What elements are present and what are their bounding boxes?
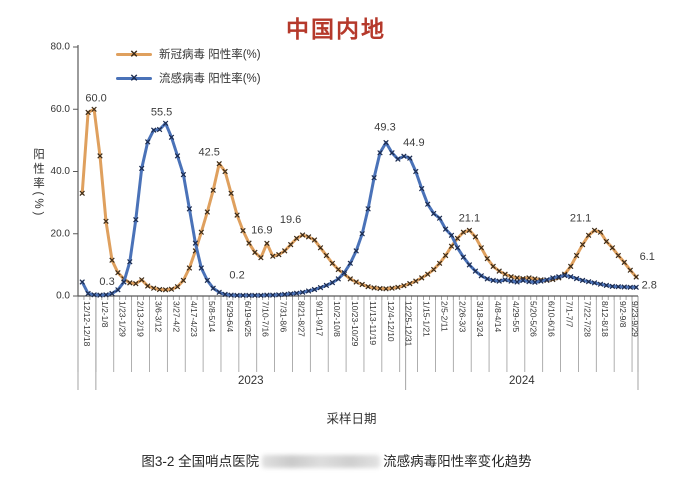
legend-label-flu: 流感病毒 阳性率(%): [159, 73, 261, 85]
x-tick-label: 2/26-3/3: [457, 301, 467, 332]
x-tick-label: 5/29-6/4: [225, 301, 235, 332]
x-tick-label: 9/2-9/8: [618, 301, 628, 328]
caption-suffix: 流感病毒阳性率变化趋势: [383, 454, 532, 469]
data-label: 2.8: [642, 279, 657, 291]
x-tick-label: 7/31-8/6: [279, 301, 289, 332]
flu-line-swatch: ×: [116, 71, 152, 84]
x-tick-label: 4/17-4/23: [189, 301, 199, 337]
x-tick-label: 7/1-7/7: [564, 301, 574, 328]
x-tick-label: 7/10-7/16: [261, 301, 271, 337]
x-tick-label: 3/6-3/12: [153, 301, 163, 332]
data-label: 55.5: [151, 106, 172, 118]
y-tick-label: 80.0: [51, 42, 71, 53]
y-tick-label: 60.0: [51, 104, 71, 115]
data-label: 60.0: [85, 92, 106, 104]
data-label: 21.1: [459, 212, 480, 224]
year-label: 2023: [238, 375, 264, 387]
data-label: 0.3: [99, 276, 114, 288]
data-label: 19.6: [280, 214, 301, 226]
data-label: 16.9: [251, 224, 272, 236]
data-label: 21.1: [570, 212, 591, 224]
x-tick-label: 10/23-10/29: [350, 301, 360, 347]
x-tick-label: 4/29-5/5: [511, 301, 521, 332]
figure-caption: 图3-2 全国哨点医院 流感病毒阳性率变化趋势: [0, 450, 673, 470]
y-tick-label: 20.0: [51, 228, 71, 239]
x-tick-label: 8/21-8/27: [296, 301, 306, 337]
flu-markers: [79, 120, 639, 299]
x-tick-label: 12/4-12/10: [386, 301, 396, 342]
x-tick-label: 12/12-12/18: [82, 301, 92, 347]
x-tick-label: 1/15-1/21: [422, 301, 432, 337]
x-axis-title: 采样日期: [326, 412, 377, 426]
covid-line-swatch: ×: [116, 47, 152, 60]
x-tick-label: 10/2-10/8: [332, 301, 342, 337]
caption-prefix: 图3-2 全国哨点医院: [141, 454, 260, 469]
x-tick-label: 11/13-11/19: [368, 301, 378, 345]
flu-positivity-line: [80, 121, 638, 297]
legend-label-covid: 新冠病毒 阳性率(%): [159, 49, 261, 61]
data-label: 6.1: [640, 251, 655, 263]
x-tick-label: 9/23-9/29: [630, 301, 640, 337]
data-label: 42.5: [198, 147, 219, 159]
x-tick-label: 4/8-4/14: [493, 301, 503, 332]
data-label: 44.9: [403, 137, 424, 149]
legend-item-covid: × 新冠病毒 阳性率(%): [116, 42, 261, 66]
x-tick-label: 12/25-12/31: [404, 301, 414, 347]
x-tick-label: 3/18-3/24: [475, 301, 485, 337]
x-tick-label: 1/23-1/29: [118, 301, 128, 337]
x-tick-label: 3/27-4/2: [171, 301, 181, 332]
data-label: 49.3: [374, 122, 395, 134]
x-marker-icon: ×: [130, 69, 138, 85]
x-tick-label: 8/12-8/18: [600, 301, 610, 337]
x-tick-label: 7/22-7/28: [582, 301, 592, 337]
x-tick-label: 2/13-2/19: [136, 301, 146, 337]
x-marker-icon: ×: [130, 45, 138, 61]
x-tick-label: 2/5-2/11: [439, 301, 449, 332]
x-tick-label: 9/11-9/17: [314, 301, 324, 337]
legend-item-flu: × 流感病毒 阳性率(%): [116, 66, 261, 90]
y-tick-label: 0.0: [56, 291, 70, 302]
covid-markers: [79, 106, 639, 293]
x-tick-label: 6/19-6/25: [243, 301, 253, 337]
x-tick-label: 6/10-6/16: [547, 301, 557, 337]
legend: × 新冠病毒 阳性率(%) × 流感病毒 阳性率(%): [116, 42, 261, 90]
covid-positivity-line: [80, 107, 638, 292]
year-label: 2024: [509, 375, 535, 387]
x-tick-label: 5/8-5/14: [207, 301, 217, 332]
data-label: 0.2: [229, 269, 244, 281]
x-tick-label: 1/2-1/8: [100, 301, 110, 328]
y-tick-label: 40.0: [51, 166, 71, 177]
y-axis-title: 阳性率(%): [32, 148, 44, 219]
chart-title: 中国内地: [286, 16, 386, 42]
x-tick-label: 5/20-5/26: [529, 301, 539, 337]
caption-redacted-blur: [262, 455, 381, 468]
